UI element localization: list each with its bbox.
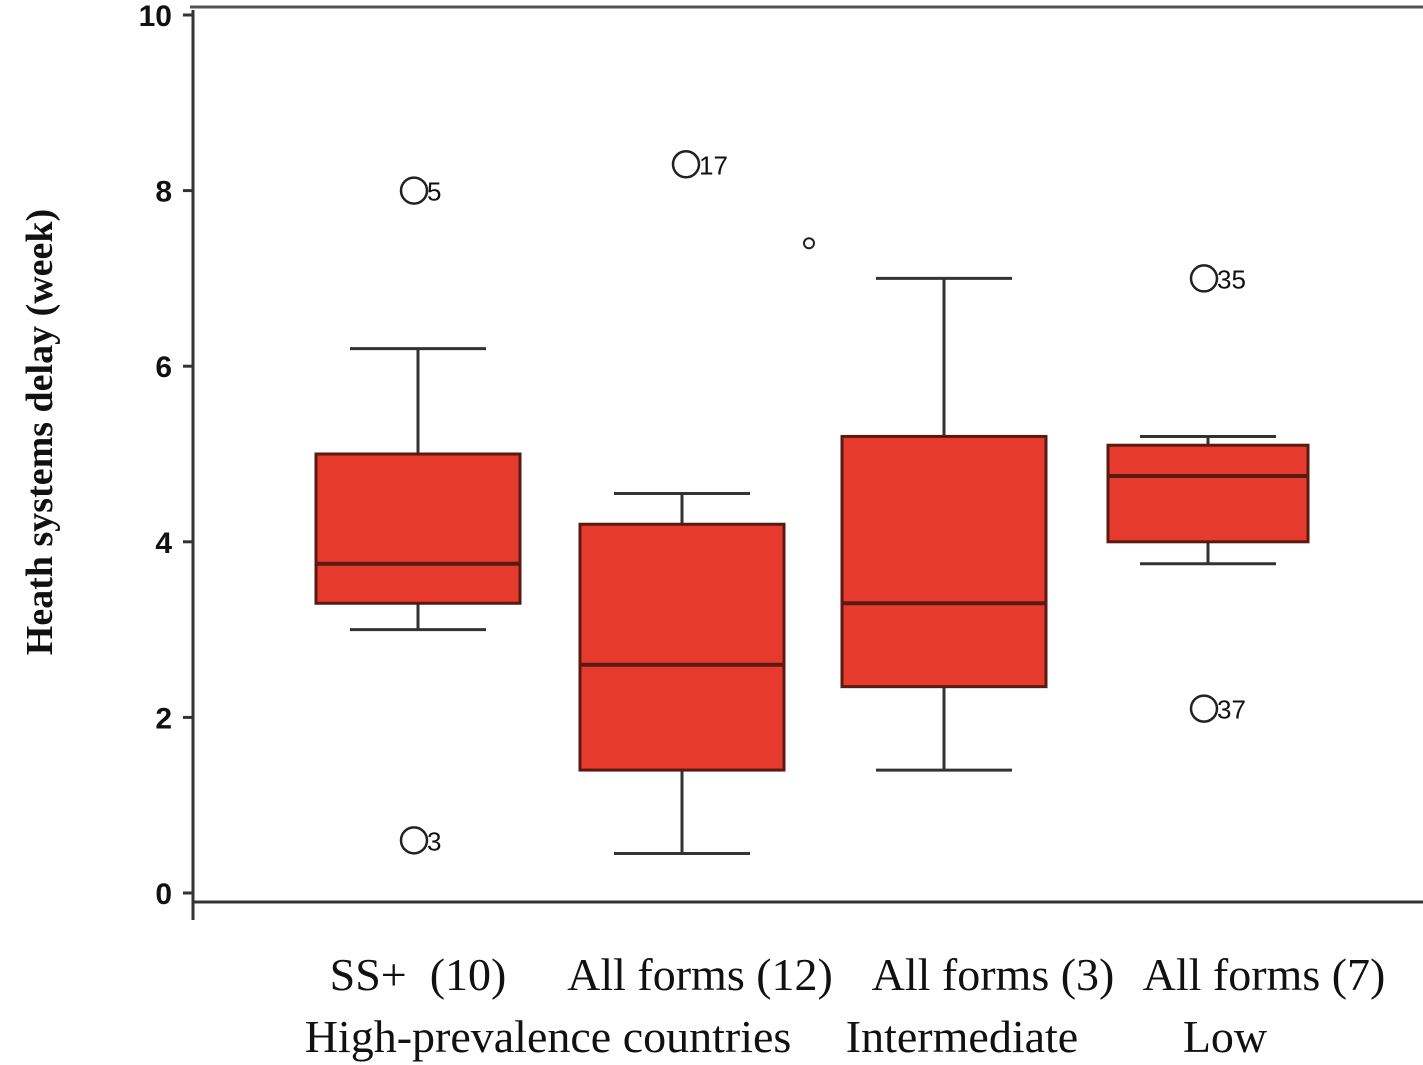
box-3 [840, 276, 1048, 772]
box-4 [1106, 434, 1310, 566]
y-tick-label: 2 [155, 702, 172, 735]
category-label: All forms (12) [567, 949, 833, 1000]
outlier-label: 5 [427, 177, 441, 207]
y-axis-label: Heath systems delay (week) [19, 209, 61, 655]
iqr-box [1106, 443, 1310, 544]
outlier-marker [1189, 264, 1219, 293]
category-label: All forms (3) [872, 949, 1115, 1000]
outliers-layer: 5 3 17 35 37 [399, 150, 1246, 856]
y-tick-label: 6 [155, 351, 172, 384]
outlier-label: 35 [1217, 264, 1246, 294]
group-label: Low [1183, 1011, 1268, 1062]
x-axis-category-labels: SS+ (10) All forms (12) All forms (3) Al… [330, 949, 1386, 1000]
box-1 [314, 347, 522, 632]
category-label: SS+ (10) [330, 949, 507, 1000]
y-tick-label: 4 [155, 527, 172, 560]
x-axis-group-labels: High-prevalence countries Intermediate L… [305, 1011, 1268, 1062]
y-tick-label: 8 [155, 176, 172, 209]
y-tick-label: 0 [155, 878, 172, 911]
box-2 [578, 492, 786, 855]
group-label: High-prevalence countries [305, 1011, 792, 1062]
outlier-marker [671, 150, 701, 179]
boxes-layer [314, 276, 1310, 855]
outlier-marker [399, 176, 429, 205]
y-axis-ticks: 0 2 4 6 8 10 [139, 0, 193, 911]
outlier-marker [803, 237, 815, 250]
outlier-label: 37 [1217, 695, 1246, 725]
outlier-label: 17 [699, 150, 728, 180]
outlier-label: 3 [427, 826, 441, 856]
iqr-box [840, 434, 1048, 689]
iqr-box [578, 522, 786, 772]
y-tick-label: 10 [139, 0, 172, 33]
iqr-box [314, 452, 522, 605]
outlier-marker [399, 826, 429, 855]
group-label: Intermediate [846, 1011, 1078, 1062]
category-label: All forms (7) [1143, 949, 1386, 1000]
outlier-marker [1189, 694, 1219, 723]
